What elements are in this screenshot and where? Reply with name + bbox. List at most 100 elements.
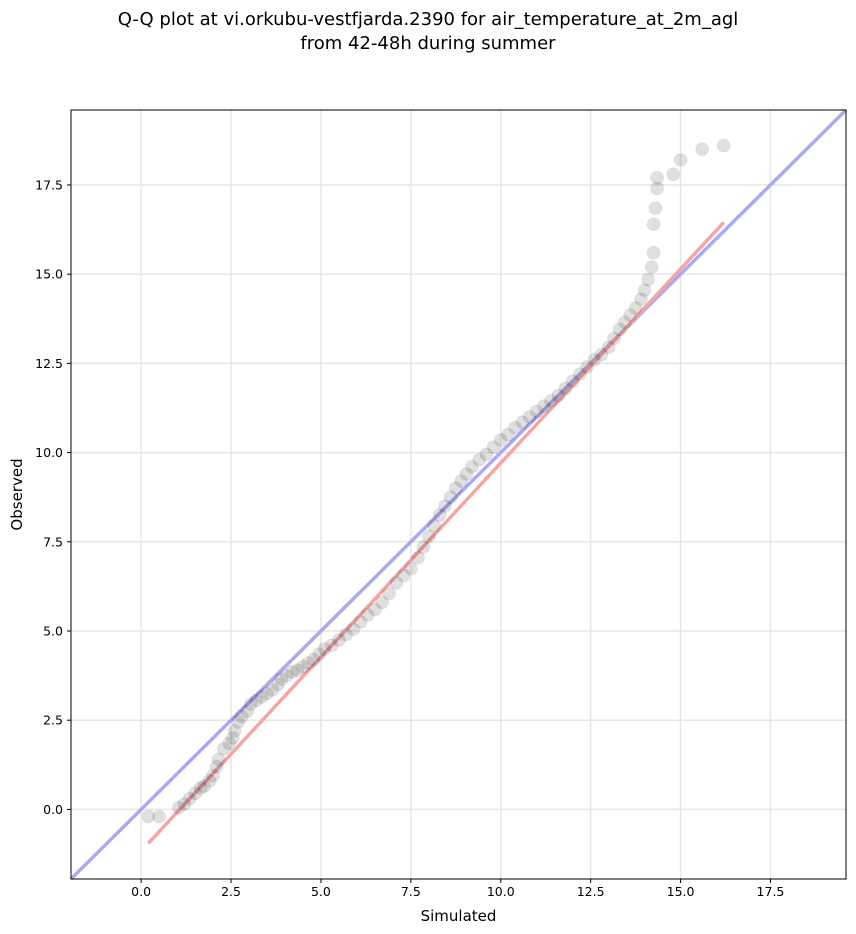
data-point — [270, 677, 285, 692]
data-point — [290, 663, 305, 678]
plot-frame — [70, 109, 847, 880]
y-axis-label: Observed — [8, 458, 26, 530]
data-point — [382, 586, 397, 601]
data-point — [551, 388, 566, 403]
data-point — [249, 693, 264, 708]
data-point — [650, 181, 665, 196]
y-tick-label: 0.0 — [43, 802, 63, 817]
data-point — [486, 440, 501, 455]
data-point — [594, 347, 609, 362]
data-point — [544, 393, 559, 408]
chart-title-line-1: Q-Q plot at vi.orkubu-vestfjarda.2390 fo… — [117, 9, 739, 30]
data-point — [231, 714, 246, 729]
data-point — [522, 409, 537, 424]
chart-title-line-2: from 42-48h during summer — [300, 33, 556, 54]
data-point — [427, 518, 442, 533]
x-tick-label: 7.5 — [401, 884, 421, 899]
data-point — [438, 499, 453, 514]
data-point — [182, 791, 197, 806]
data-point — [673, 152, 688, 167]
data-point — [177, 797, 192, 812]
y-tick-label: 10.0 — [35, 445, 63, 460]
y-tick-label: 5.0 — [43, 623, 63, 638]
x-tick-label: 0.0 — [131, 884, 151, 899]
data-point — [493, 433, 508, 448]
data-point — [572, 367, 587, 382]
data-point — [623, 308, 638, 323]
data-point — [411, 550, 426, 565]
reference-lines — [69, 108, 848, 881]
data-point — [227, 723, 242, 738]
data-point — [464, 459, 479, 474]
data-point — [259, 686, 274, 701]
data-point — [360, 607, 375, 622]
data-point — [617, 315, 632, 330]
fit-line — [147, 221, 726, 845]
data-point — [580, 359, 595, 374]
data-point — [331, 632, 346, 647]
grid — [71, 110, 846, 879]
data-point — [421, 529, 436, 544]
data-point — [188, 786, 203, 801]
data-point — [646, 245, 661, 260]
data-point — [648, 201, 663, 216]
one-to-one-line — [69, 108, 848, 881]
data-point — [416, 540, 431, 555]
data-point — [443, 490, 458, 505]
data-point — [558, 381, 573, 396]
data-point — [285, 665, 300, 680]
data-points — [141, 138, 731, 824]
data-point — [612, 322, 627, 337]
data-point — [193, 781, 208, 796]
data-point — [634, 292, 649, 307]
data-point — [240, 704, 255, 719]
x-axis-label: Simulated — [421, 907, 497, 925]
data-point — [536, 399, 551, 414]
data-point — [389, 575, 404, 590]
x-axis-ticks: 0.0 2.5 5.0 7.5 10.0 12.5 15.0 17.5 — [131, 879, 784, 899]
data-point — [265, 682, 280, 697]
data-point — [312, 647, 327, 662]
data-point — [353, 615, 368, 630]
data-point — [403, 561, 418, 576]
y-tick-label: 2.5 — [43, 713, 63, 728]
data-point — [234, 709, 249, 724]
x-tick-label: 2.5 — [221, 884, 241, 899]
data-point — [206, 768, 221, 783]
data-point — [716, 138, 731, 153]
data-point — [472, 452, 487, 467]
x-tick-label: 15.0 — [667, 884, 695, 899]
data-point — [339, 627, 354, 642]
y-tick-label: 17.5 — [35, 177, 63, 192]
data-point — [225, 731, 240, 746]
data-point — [254, 690, 269, 705]
data-point — [641, 272, 656, 287]
data-point — [243, 697, 258, 712]
data-point — [209, 759, 224, 774]
y-tick-label: 7.5 — [43, 534, 63, 549]
data-point — [279, 668, 294, 683]
data-point — [666, 167, 681, 182]
data-point — [306, 652, 321, 667]
data-point — [152, 809, 167, 824]
data-point — [141, 809, 156, 824]
data-point — [295, 659, 310, 674]
data-point — [301, 656, 316, 671]
data-point — [644, 260, 659, 275]
data-point — [637, 283, 652, 298]
data-point — [565, 374, 580, 389]
data-point — [396, 568, 411, 583]
x-tick-label: 12.5 — [577, 884, 605, 899]
data-point — [500, 427, 515, 442]
data-point — [601, 340, 616, 355]
data-point — [459, 466, 474, 481]
data-point — [607, 331, 622, 346]
x-tick-label: 10.0 — [487, 884, 515, 899]
data-point — [211, 752, 226, 767]
data-point — [432, 508, 447, 523]
data-point — [367, 602, 382, 617]
data-point — [375, 595, 390, 610]
data-point — [346, 622, 361, 637]
data-point — [171, 800, 186, 815]
